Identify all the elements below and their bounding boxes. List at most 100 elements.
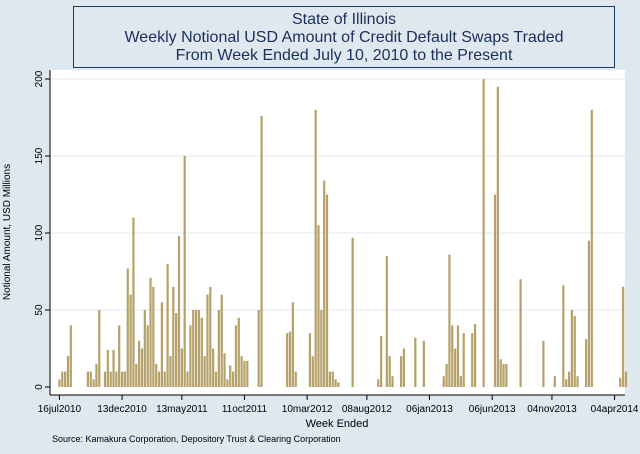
bar [234, 325, 238, 387]
bar [243, 360, 246, 387]
bar [240, 356, 243, 387]
bar [314, 109, 317, 388]
bar [206, 294, 209, 387]
bar [86, 371, 89, 387]
bar [337, 382, 340, 387]
bar [186, 371, 189, 387]
bar [567, 371, 571, 387]
bar [471, 333, 474, 387]
bar [209, 286, 212, 387]
bar [351, 237, 354, 387]
y-tick-label: 150 [34, 147, 45, 164]
bar [106, 350, 109, 387]
bar [237, 317, 240, 387]
bar [98, 310, 101, 387]
bar [624, 371, 628, 387]
x-tick-label: 13dec2010 [97, 404, 147, 415]
bar [496, 86, 499, 387]
bar [622, 286, 625, 387]
bar [160, 302, 164, 387]
bar [217, 310, 220, 387]
x-tick-label: 06jun2013 [469, 404, 516, 415]
bar [223, 353, 226, 387]
x-tick-label: 11oct2011 [222, 404, 268, 415]
y-axis-label: Notional Amount, USD Millions [2, 164, 13, 300]
bar [192, 310, 195, 387]
bar [89, 371, 92, 387]
bar [115, 371, 118, 387]
bar [189, 325, 192, 387]
bar [459, 376, 462, 387]
bar [112, 350, 115, 387]
bar [445, 363, 448, 387]
bar [146, 325, 149, 387]
x-tick-label: 06jan2013 [406, 404, 453, 415]
bar [308, 333, 312, 387]
bar [163, 371, 166, 387]
bar [570, 310, 573, 387]
bar [473, 323, 477, 387]
bar [129, 294, 132, 387]
bar [553, 376, 556, 387]
bar [183, 156, 186, 387]
bar [576, 376, 579, 387]
bar [334, 379, 337, 387]
bar [399, 356, 403, 387]
y-tick-label: 100 [34, 224, 45, 241]
x-axis-label: Week Ended [306, 418, 369, 430]
bar [226, 379, 229, 387]
bar [565, 379, 568, 387]
bar [140, 348, 144, 387]
bar [138, 340, 141, 387]
bar [462, 333, 465, 387]
bar [402, 348, 406, 387]
bar [126, 268, 129, 387]
title-line-1: State of Illinois [291, 11, 397, 28]
bar [325, 194, 329, 387]
bar [388, 356, 391, 387]
bars [58, 79, 628, 388]
bar [451, 325, 454, 387]
bar [214, 371, 218, 387]
bar [58, 379, 61, 387]
bar [499, 359, 502, 387]
bar [422, 340, 425, 387]
bar [118, 325, 121, 387]
bar [442, 376, 445, 387]
bar [132, 217, 135, 387]
bar [505, 363, 508, 387]
bar [454, 348, 457, 387]
bar [482, 79, 485, 387]
bar [328, 371, 331, 387]
bar [414, 337, 417, 387]
bar [149, 277, 152, 387]
bar [294, 371, 297, 387]
bar [542, 340, 545, 387]
bar [286, 333, 289, 387]
bar [311, 356, 314, 387]
bar [203, 356, 206, 387]
title-box: State of Illinois Weekly Notional USD Am… [73, 6, 615, 68]
bar [169, 356, 172, 387]
x-tick-label: 10mar2012 [282, 404, 333, 415]
x-tick-label: 13may2011 [156, 404, 208, 415]
bar [377, 379, 380, 387]
bar [143, 310, 146, 387]
bar [180, 348, 183, 387]
bar [166, 263, 169, 387]
bar [103, 371, 107, 387]
bar [194, 310, 198, 387]
bar [61, 371, 64, 387]
bar [585, 339, 588, 387]
bar [380, 336, 383, 387]
bar [260, 115, 263, 388]
title-line-2: Weekly Notional USD Amount of Credit Def… [124, 29, 564, 46]
bar [69, 325, 72, 387]
bar [291, 302, 294, 387]
y-tick-label: 0 [34, 384, 45, 390]
bar [519, 279, 522, 387]
bar [385, 256, 388, 387]
bar [562, 285, 565, 387]
